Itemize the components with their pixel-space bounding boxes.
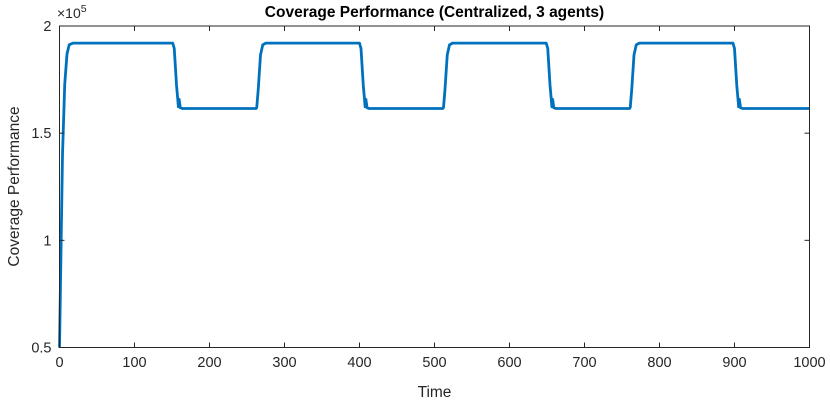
coverage-series-line — [58, 41, 810, 348]
chart-title: Coverage Performance (Centralized, 3 age… — [265, 4, 604, 21]
tick-label: 1000 — [793, 355, 825, 371]
tick-label: 2 — [43, 19, 51, 35]
tick-label: 100 — [122, 355, 146, 371]
tick-label: 1.5 — [31, 126, 51, 142]
x-axis-tick-labels: 0 100 200 300 400 500 600 700 800 900 1000 — [55, 355, 825, 371]
tick-label: 900 — [722, 355, 746, 371]
x-axis-label: Time — [418, 384, 452, 401]
tick-label: 700 — [572, 355, 596, 371]
tick-label: 1 — [43, 233, 51, 249]
tick-label: 600 — [497, 355, 521, 371]
plot-area — [59, 26, 810, 348]
y-axis-tick-labels: 0.5 1 1.5 2 — [31, 19, 51, 357]
tick-label: 0 — [55, 355, 63, 371]
y-axis-exponent-power: 5 — [81, 3, 87, 15]
tick-label: 500 — [422, 355, 446, 371]
tick-label: 300 — [272, 355, 296, 371]
tick-label: 200 — [197, 355, 221, 371]
tick-label: 800 — [647, 355, 671, 371]
y-axis-label: Coverage Performance — [6, 106, 23, 266]
y-axis-exponent-base: ×10 — [57, 5, 81, 21]
axis-tick-marks — [59, 25, 810, 348]
y-axis-exponent: ×105 — [57, 3, 87, 21]
tick-label: 0.5 — [31, 341, 51, 357]
tick-label: 400 — [347, 355, 371, 371]
